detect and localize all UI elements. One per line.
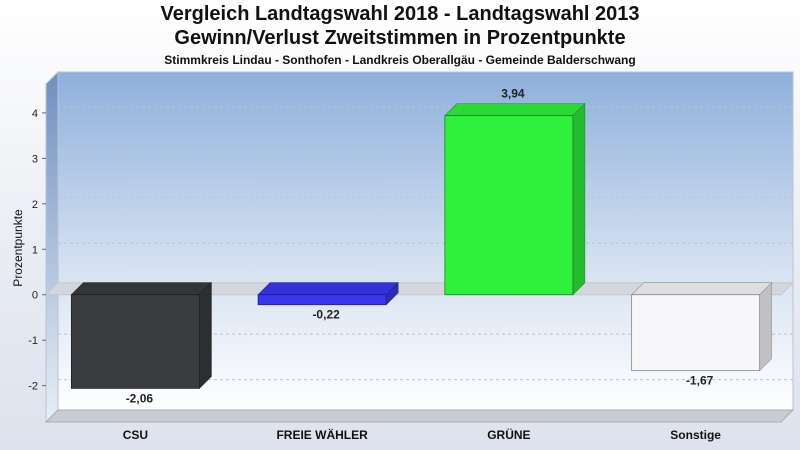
bar-top	[444, 103, 586, 116]
data-label: 3,94	[501, 87, 525, 101]
bar-top	[257, 282, 399, 296]
y-tick-label: 3	[32, 153, 38, 165]
bar-front	[70, 294, 200, 389]
plot-side-wall	[45, 70, 59, 424]
y-tick-label: 1	[32, 244, 38, 256]
data-label: -2,06	[126, 391, 154, 405]
bar-side	[572, 102, 586, 296]
bar-top	[630, 282, 773, 296]
data-label: -0,22	[312, 308, 340, 322]
bar-front	[444, 115, 574, 296]
y-axis-label: Prozentpunkte	[11, 209, 25, 287]
x-tick-label: GRÜNE	[487, 427, 530, 442]
y-tick-label: 4	[32, 108, 38, 120]
chart-caption: Stimmkreis Lindau - Sonthofen - Landkrei…	[164, 53, 636, 67]
y-tick-label: -1	[28, 335, 38, 347]
bar-grüne	[444, 102, 586, 296]
chart-title: Vergleich Landtagswahl 2018 - Landtagswa…	[160, 3, 640, 25]
y-tick-label: 0	[32, 290, 38, 302]
bar-freie-wähler	[257, 282, 399, 306]
y-tick-label: 2	[32, 199, 38, 211]
plot-floor	[44, 409, 795, 423]
bar-side	[759, 282, 772, 372]
bar-side	[199, 282, 212, 390]
bar-sonstige	[630, 282, 773, 372]
bar-csu	[70, 282, 213, 390]
bar-front	[257, 294, 387, 306]
x-tick-label: FREIE WÄHLER	[276, 427, 368, 442]
chart-subtitle: Gewinn/Verlust Zweitstimmen in Prozentpu…	[174, 27, 626, 49]
data-label: -1,67	[686, 374, 714, 388]
bar-front	[631, 294, 761, 372]
bar-top	[70, 282, 213, 296]
y-tick-label: -2	[28, 381, 38, 393]
x-tick-label: CSU	[123, 428, 148, 442]
x-tick-label: Sonstige	[670, 428, 721, 442]
